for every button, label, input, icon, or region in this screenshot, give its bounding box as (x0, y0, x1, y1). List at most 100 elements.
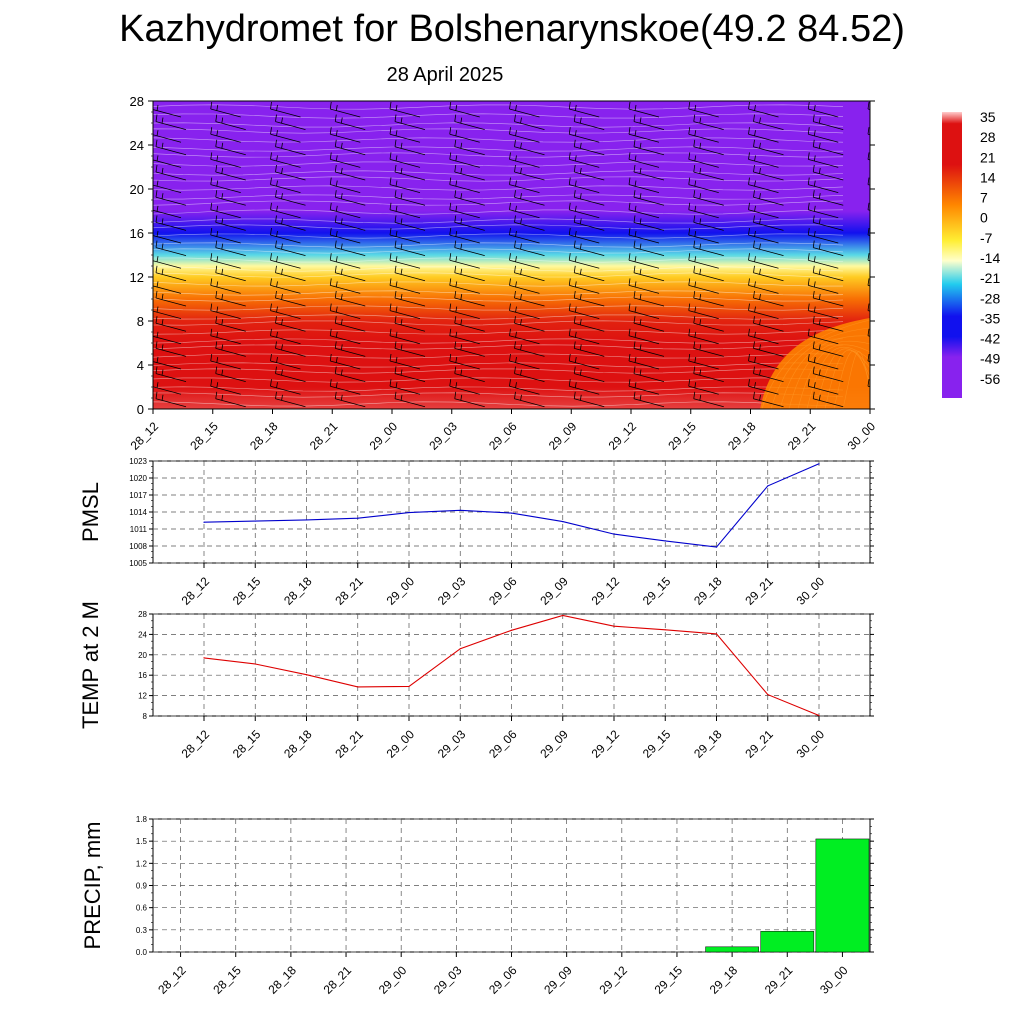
y-tick-label: 1008 (129, 542, 147, 551)
wind-barb (573, 290, 605, 307)
x-tick-label: 29_09 (541, 963, 575, 997)
wind-barb (275, 366, 306, 382)
wind-barb (509, 227, 540, 244)
data-point (203, 657, 205, 659)
x-tick-label: 29_00 (384, 574, 418, 608)
wind-barb (748, 177, 779, 193)
wind-barb (329, 101, 361, 118)
temperature-field (153, 101, 870, 409)
wind-barb (215, 290, 246, 307)
wind-barb (568, 101, 600, 118)
wind-barbs (153, 101, 903, 408)
wind-barb (748, 227, 779, 244)
wind-barb (153, 130, 182, 143)
y-tick-label: 28 (138, 610, 147, 619)
wind-barb (748, 278, 779, 294)
wind-barb (867, 303, 870, 312)
surface-cooling-area (760, 318, 870, 409)
data-point (459, 509, 461, 511)
wind-barb (334, 139, 366, 156)
wind-barb (873, 165, 903, 180)
x-tick-label: 29_21 (742, 727, 776, 761)
data-point (408, 511, 410, 514)
colorbar-label: -14 (980, 250, 1000, 266)
wind-barb (153, 256, 182, 269)
data-point (767, 693, 769, 696)
wind-barb (329, 379, 361, 395)
y-tick-label: 0.9 (136, 882, 148, 891)
wind-barb (807, 177, 839, 193)
contour-lines (153, 104, 870, 409)
wind-barb (509, 253, 540, 269)
wind-barb (514, 215, 545, 231)
x-tick-label: 29_21 (762, 963, 796, 997)
wind-barb (693, 290, 724, 307)
wind-barb (633, 391, 665, 408)
wind-barb (812, 139, 844, 156)
wind-barb (873, 316, 903, 331)
wind-barb (688, 101, 719, 118)
wind-barb (155, 265, 187, 282)
heatmap-x-tick: 29_18 (725, 419, 759, 453)
colorbar-label: -28 (980, 290, 1000, 306)
colorbar-label: -7 (980, 230, 993, 246)
precip-panel: 28_12 28_15 28_18 28_21 29_00 29_03 29_06 29_09… (80, 815, 874, 997)
wind-barb (454, 341, 485, 357)
wind-barb (812, 114, 844, 130)
wind-barb (270, 202, 301, 219)
wind-barb (867, 278, 870, 287)
x-tick-label: 28_12 (179, 727, 213, 761)
wind-barb (573, 114, 605, 130)
wind-barb (748, 353, 779, 370)
y-tick-label: 0.0 (136, 948, 148, 957)
wind-barb (568, 177, 600, 193)
y-tick-label: 1023 (129, 457, 147, 466)
data-point (305, 519, 308, 521)
wind-barb (270, 127, 301, 143)
wind-barb (270, 278, 301, 294)
data-point (305, 674, 308, 676)
wind-barb (210, 177, 241, 193)
wind-barb (628, 353, 660, 370)
wind-barb (812, 391, 844, 408)
y-tick-label: 1014 (129, 508, 147, 517)
wind-barb (514, 290, 545, 307)
data-point (767, 485, 769, 487)
wind-barb (155, 316, 187, 332)
heatmap-y-tick: 28 (130, 94, 144, 109)
wind-barb (807, 278, 839, 294)
wind-barb (807, 202, 839, 219)
x-tick-label: 29_18 (691, 727, 725, 761)
wind-barb (454, 265, 485, 282)
x-tick-label: 28_18 (281, 727, 315, 761)
wind-barb (454, 215, 485, 231)
precip-bar (705, 946, 759, 953)
wind-barb (688, 152, 719, 168)
wind-barb (633, 265, 665, 282)
heatmap-x-tick: 29_03 (426, 419, 460, 453)
colorbar-label: -42 (980, 331, 1000, 347)
data-point (562, 521, 564, 523)
wind-barb (633, 114, 665, 130)
precip-bar (760, 931, 815, 953)
x-tick-label: 29_15 (640, 574, 674, 608)
heatmap-y-tick: 4 (137, 358, 144, 373)
wind-barb (334, 240, 366, 256)
wind-barb (807, 328, 839, 345)
wind-barb (394, 290, 426, 307)
wind-barb (389, 177, 421, 193)
wind-barb (509, 127, 540, 143)
wind-barb (275, 164, 306, 181)
wind-barb (693, 114, 724, 130)
wind-barb (449, 379, 480, 395)
wind-barb (748, 127, 779, 143)
wind-barb (807, 253, 839, 269)
y-tick-label: 24 (138, 630, 147, 639)
y-tick-label: 1005 (129, 559, 147, 568)
x-tick-label: 29_09 (537, 727, 571, 761)
wind-barb (867, 202, 870, 211)
wind-barb (449, 152, 480, 168)
wind-barb (568, 328, 600, 345)
x-tick-label: 29_18 (691, 574, 725, 608)
wind-barb (628, 152, 660, 168)
